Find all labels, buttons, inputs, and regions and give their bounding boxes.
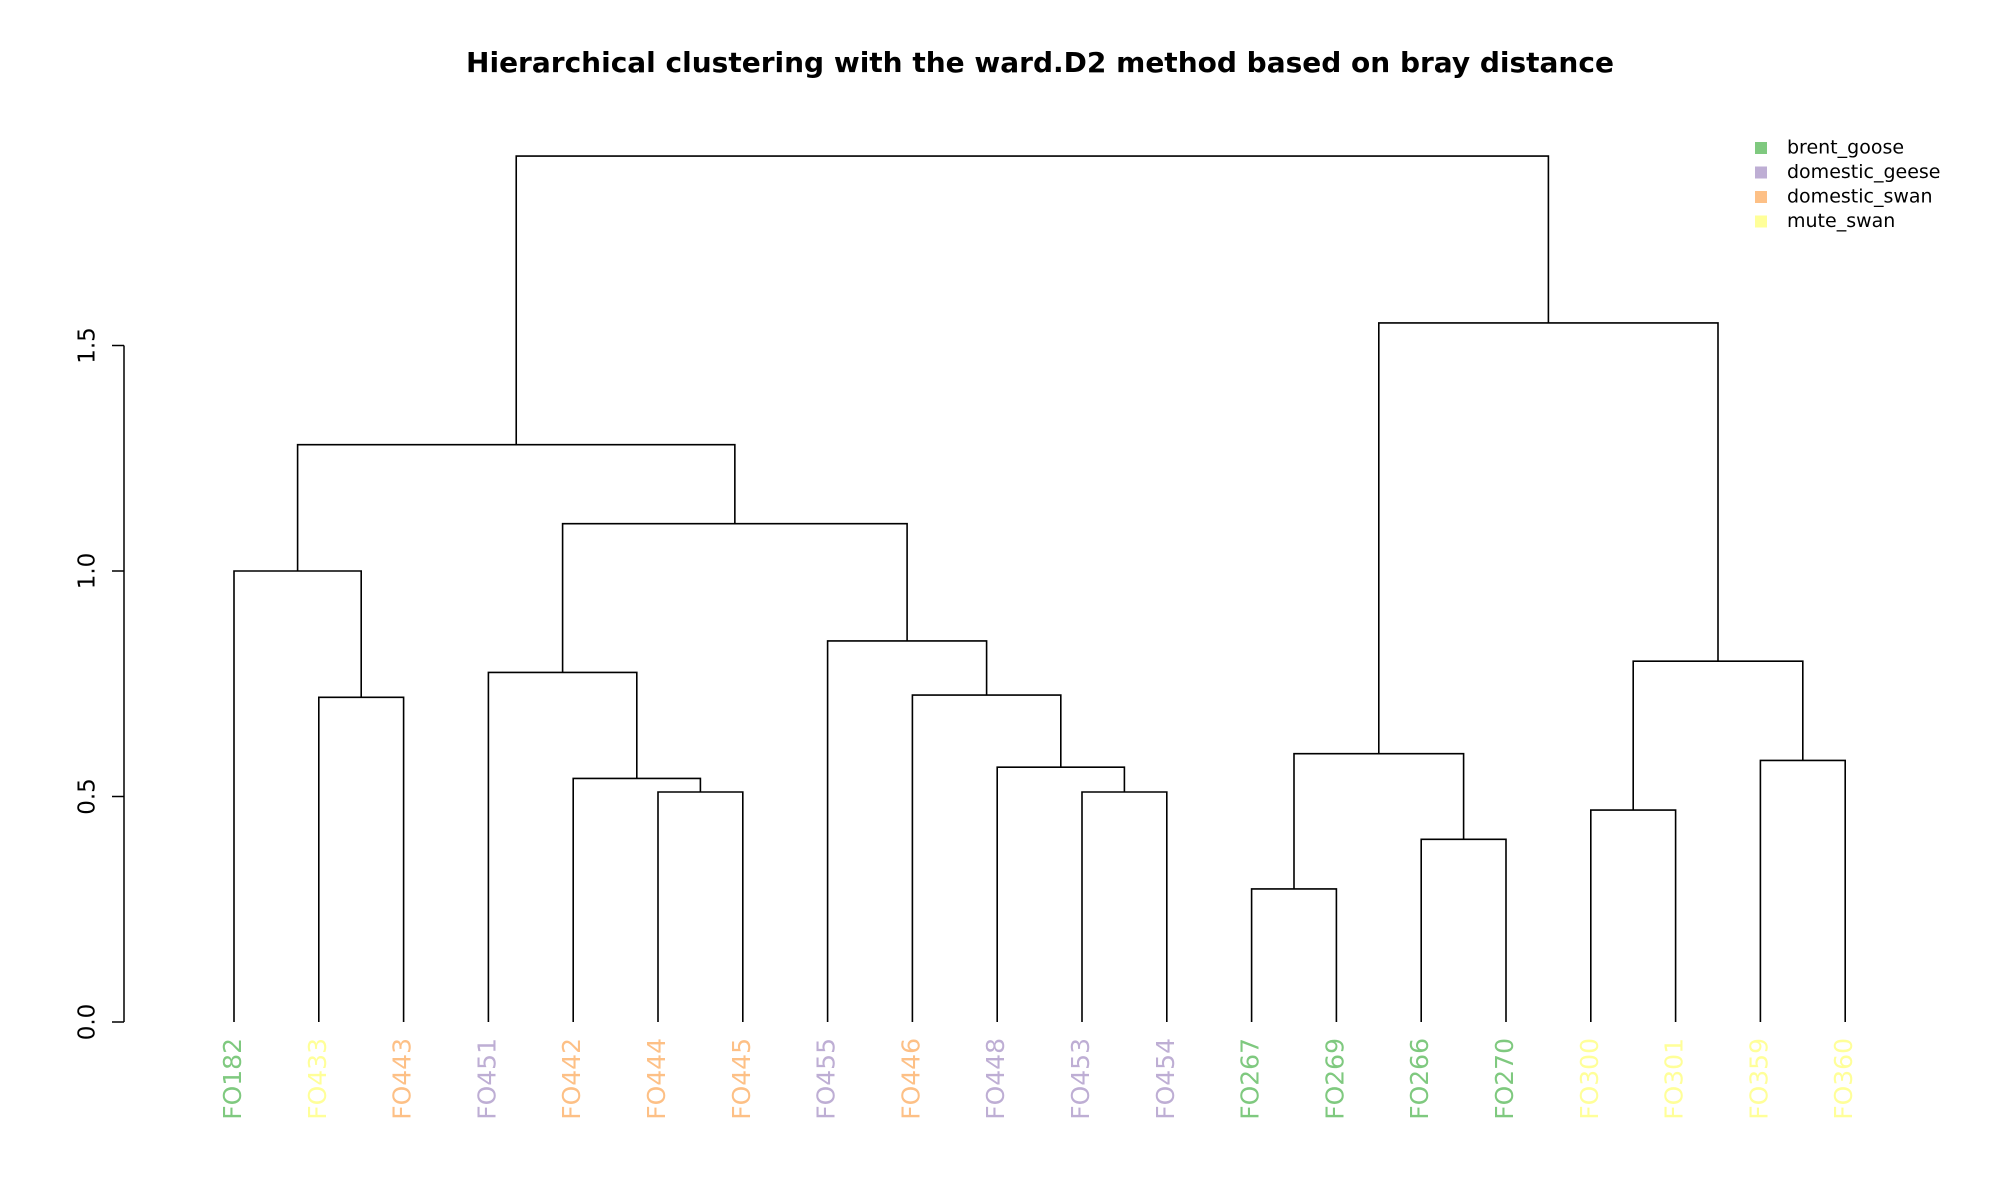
dendrogram-branch — [1293, 752, 1465, 889]
y-tick-label: 1.0 — [75, 553, 101, 590]
dendrogram-branch — [826, 640, 988, 1022]
dendrogram-branch — [1590, 809, 1677, 1022]
dendrogram-branch — [515, 155, 1550, 445]
dendrogram-branch — [1759, 759, 1846, 1022]
y-tick-label: 0.0 — [75, 1004, 101, 1041]
leaf-label: FO448 — [981, 1038, 1010, 1120]
y-axis: 0.0 0.5 1.0 1.5 — [75, 327, 125, 1040]
leaf-label: FO451 — [472, 1038, 501, 1120]
leaf-label: FO446 — [896, 1038, 925, 1120]
dendrogram-branch — [233, 570, 362, 1022]
leaf-label: FO267 — [1236, 1038, 1265, 1120]
dendrogram-branch — [1081, 791, 1168, 1022]
dendrogram-branch — [487, 671, 638, 1022]
dendrogram-branch — [561, 522, 908, 673]
leaf-label: FO359 — [1744, 1038, 1773, 1120]
leaf-label: FO360 — [1829, 1038, 1858, 1120]
chart-title: Hierarchical clustering with the ward.D2… — [466, 46, 1614, 79]
dendrogram-branch — [1420, 838, 1507, 1022]
leaf-label: FO443 — [388, 1038, 417, 1120]
leaf-label: FO444 — [642, 1038, 671, 1120]
legend-swatch — [1755, 166, 1767, 179]
leaf-label: FO455 — [812, 1038, 841, 1120]
leaf-label: FO445 — [727, 1038, 756, 1120]
leaf-label: FO300 — [1575, 1038, 1604, 1120]
leaf-labels: FO182 FO433 FO443 FO451 FO442 FO444 FO445 FO455… — [218, 1038, 1858, 1120]
dendrogram-branch — [572, 777, 702, 1022]
dendrogram-branch — [996, 766, 1126, 1022]
leaf-label: FO453 — [1066, 1038, 1095, 1120]
y-tick-label: 1.5 — [75, 327, 101, 364]
leaf-label: FO182 — [218, 1038, 247, 1120]
legend-swatch — [1755, 142, 1767, 154]
dendrogram-tree — [233, 155, 1846, 1022]
leaf-label: FO454 — [1151, 1038, 1180, 1120]
leaf-label: FO433 — [303, 1038, 332, 1120]
leaf-label: FO269 — [1320, 1038, 1349, 1120]
leaf-label: FO270 — [1490, 1038, 1519, 1120]
dendrogram-branch — [296, 443, 736, 571]
legend-label: mute_swan — [1787, 210, 1895, 232]
legend-swatch — [1755, 191, 1767, 203]
leaf-label: FO266 — [1405, 1038, 1434, 1120]
dendrogram-branch — [657, 791, 744, 1022]
legend-label: domestic_swan — [1787, 186, 1933, 208]
legend-label: domestic_geese — [1787, 161, 1940, 183]
legend-label: brent_goose — [1787, 137, 1904, 159]
legend-swatch — [1755, 215, 1767, 228]
dendrogram-branch — [911, 694, 1062, 1022]
dendrogram-branch — [318, 696, 405, 1022]
dendrogram-branch — [1378, 322, 1719, 754]
leaf-label: FO442 — [557, 1038, 586, 1120]
y-tick-label: 0.5 — [75, 778, 101, 815]
leaf-label: FO301 — [1660, 1038, 1689, 1120]
dendrogram-branch — [1250, 888, 1338, 1022]
dendrogram-branch — [1632, 660, 1804, 811]
